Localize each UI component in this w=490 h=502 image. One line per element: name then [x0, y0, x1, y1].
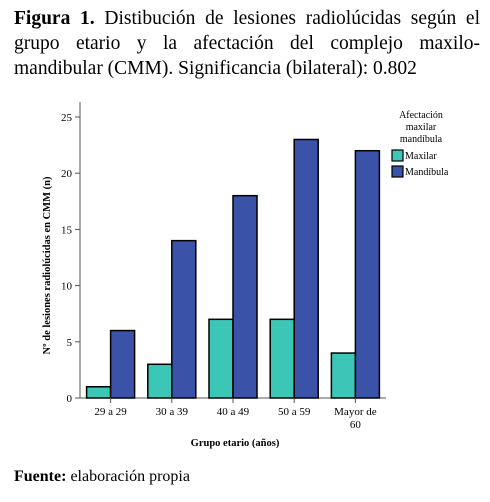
x-tick-label: 40 a 49 [217, 406, 250, 418]
source-note: Fuente: elaboración propia [14, 468, 190, 486]
bar-maxilar [85, 386, 112, 399]
y-tick-label: 20 [61, 168, 73, 180]
caption-label: Figura 1. [14, 8, 95, 29]
legend-title: mandíbula [400, 134, 443, 145]
source-text: elaboración propia [70, 468, 190, 485]
x-tick-label: 29 a 29 [94, 406, 127, 418]
y-tick-label: 15 [61, 224, 73, 236]
bar-chart: 0 5 10 15 20 25 Nº de lesiones radiolúcidas en… [42, 102, 449, 449]
x-tick-label: 30 a 39 [156, 406, 189, 418]
caption-text: Distibución de lesiones radiolúcidas seg… [14, 8, 481, 79]
legend-title: maxilar [406, 122, 437, 133]
legend-label: Maxilar [405, 151, 437, 162]
y-tick-label: 25 [61, 112, 73, 124]
y-tick-label: 10 [61, 281, 73, 293]
legend-label: Mandíbula [405, 167, 449, 178]
figure-caption: Figura 1. Distibución de lesiones radiol… [14, 6, 480, 81]
legend-title: Afectación [399, 110, 443, 121]
x-tick-label: Mayor de [334, 406, 377, 418]
bar-maxilar [208, 318, 234, 399]
y-tick-label: 5 [67, 337, 73, 349]
bar-mandibula [171, 239, 197, 399]
x-tick-label: 50 a 59 [278, 406, 311, 418]
bar-maxilar [269, 318, 295, 399]
bar-mandibula [293, 138, 319, 399]
y-axis-label: Nº de lesiones radiolúcidas en CMM (n) [42, 176, 53, 354]
bar-mandibula [354, 149, 381, 399]
source-label: Fuente: [14, 468, 67, 485]
y-tick-label: 0 [67, 393, 73, 405]
bar-maxilar [330, 352, 357, 399]
bar-mandibula [232, 194, 258, 399]
legend-swatch-maxilar [391, 149, 404, 162]
legend-swatch-mandibula [391, 165, 404, 178]
x-tick-label: 60 [350, 419, 362, 431]
bar-maxilar [147, 363, 173, 399]
bar-mandibula [109, 329, 136, 399]
x-axis-label: Grupo etario (años) [191, 438, 280, 449]
